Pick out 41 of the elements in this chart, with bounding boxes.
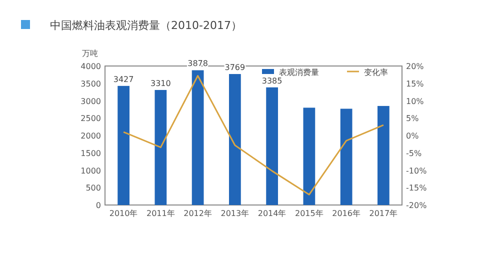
y-tick-label: 2000 xyxy=(80,132,101,140)
y-tick-label: 0 xyxy=(96,201,101,210)
y2-tick-label: -5% xyxy=(406,148,422,158)
y-axis-title: 万吨 xyxy=(82,49,98,58)
y-tick-label: 1500 xyxy=(80,148,101,158)
y-tick-label: 500 xyxy=(86,184,101,193)
y-tick-label: 2500 xyxy=(80,114,101,124)
y2-tick-label: 0% xyxy=(406,132,420,140)
legend-label: 变化率 xyxy=(364,68,388,77)
y-tick-label: 3500 xyxy=(80,79,101,88)
x-tick-label: 2016年 xyxy=(332,209,360,218)
x-tick-label: 2010年 xyxy=(109,209,138,218)
bar xyxy=(154,90,167,205)
x-tick-label: 2014年 xyxy=(258,209,286,218)
y-tick-label: 4000 xyxy=(80,62,101,71)
bar xyxy=(303,108,316,205)
bar xyxy=(228,74,241,205)
bar xyxy=(192,70,204,205)
x-tick-label: 2015年 xyxy=(295,209,324,218)
x-tick-label: 2013年 xyxy=(220,209,250,218)
bar xyxy=(118,86,130,205)
data-label: 3427 xyxy=(113,74,134,84)
bar xyxy=(377,106,390,205)
y2-tick-label: -10% xyxy=(406,166,428,176)
x-tick-label: 2012年 xyxy=(184,209,212,218)
y2-tick-label: 10% xyxy=(406,96,424,106)
data-label: 3310 xyxy=(150,78,171,88)
y-tick-label: 3000 xyxy=(80,96,101,106)
x-tick-label: 2017年 xyxy=(369,209,398,218)
y2-tick-label: 15% xyxy=(406,79,424,88)
y2-tick-label: 20% xyxy=(406,62,424,71)
chart-title: 中国燃料油表观消费量（2010-2017） xyxy=(50,19,242,32)
bar xyxy=(266,87,278,205)
y-tick-label: 1000 xyxy=(80,166,101,176)
y2-tick-label: 5% xyxy=(406,114,420,124)
data-label: 3385 xyxy=(262,76,282,86)
legend-label: 表观消费量 xyxy=(279,68,319,77)
x-tick-label: 2011年 xyxy=(146,209,175,218)
y2-tick-label: -20% xyxy=(406,201,428,210)
y2-tick-label: -15% xyxy=(406,184,428,193)
bar xyxy=(340,108,352,205)
